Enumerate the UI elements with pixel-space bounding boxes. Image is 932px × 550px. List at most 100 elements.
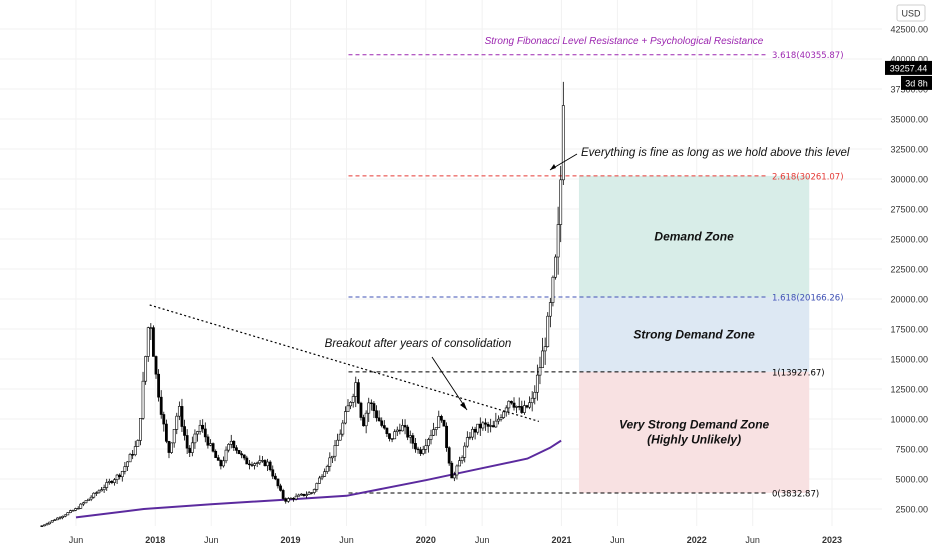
x-tick-label: Jun — [745, 535, 760, 545]
candle-body — [491, 425, 495, 428]
candle-body — [253, 463, 256, 466]
candle-body — [367, 402, 371, 414]
candle-body — [312, 489, 316, 493]
candle-body — [63, 514, 67, 517]
candle-body — [450, 462, 454, 479]
candle-body — [81, 502, 85, 505]
candle-body — [139, 418, 142, 441]
annotations: Strong Fibonacci Level Resistance + Psyc… — [325, 36, 850, 411]
y-tick-label: 40000.00 — [890, 55, 928, 65]
candle-body — [486, 423, 490, 427]
candle-body — [79, 503, 83, 509]
candle-body — [43, 524, 46, 527]
candle-body — [294, 495, 298, 500]
candle-body — [460, 457, 464, 461]
zone-rect — [578, 297, 810, 372]
candle-body — [414, 443, 417, 450]
candle-body — [87, 498, 90, 501]
x-tick-label: Jun — [610, 535, 625, 545]
candle-body — [240, 453, 244, 456]
breakout-arrow-head — [460, 402, 467, 410]
candle-body — [559, 179, 563, 225]
x-tick-label: 2018 — [145, 535, 165, 545]
candle-body — [113, 479, 116, 483]
candle-body — [398, 429, 402, 432]
candle-body — [362, 417, 365, 427]
candle-body — [152, 327, 155, 357]
candle-body — [263, 460, 267, 467]
candle-body — [408, 435, 412, 438]
candle-body — [543, 346, 547, 352]
currency-box[interactable] — [896, 4, 926, 22]
candle-body — [157, 373, 161, 398]
candle-body — [216, 457, 220, 461]
ma-line — [75, 439, 562, 519]
candle-body — [180, 406, 184, 427]
candle-body — [401, 425, 404, 432]
y-tick-label: 15000.00 — [890, 355, 928, 365]
y-tick-label: 25000.00 — [890, 235, 928, 245]
candle-body — [40, 525, 44, 527]
last-price-label: 39257.44 — [890, 63, 928, 73]
candle-body — [512, 402, 516, 408]
candle-body — [372, 403, 376, 412]
candle-body — [245, 457, 249, 465]
y-tick-label: 5000.00 — [895, 475, 928, 485]
candle-body — [419, 449, 423, 454]
candle-body — [375, 410, 378, 419]
currency-label[interactable]: USD — [901, 9, 921, 19]
y-tick-label: 2500.00 — [895, 505, 928, 515]
candle-body — [268, 461, 272, 471]
candle-body — [185, 435, 189, 449]
candle-body — [533, 391, 537, 399]
zone-rect — [578, 371, 810, 494]
x-tick-label: Jun — [204, 535, 219, 545]
zone-label: Very Strong Demand Zone — [619, 417, 770, 431]
candle-body — [131, 454, 135, 456]
candle-body — [118, 474, 122, 478]
candle-body — [354, 382, 358, 397]
candle-body — [349, 402, 352, 407]
candle-body — [188, 447, 192, 453]
candle-body — [170, 442, 173, 453]
candle-body — [416, 448, 420, 451]
candle-body — [196, 431, 199, 435]
candle-body — [211, 443, 215, 452]
candle-body — [528, 402, 531, 408]
candle-body — [100, 489, 103, 492]
candle-body — [175, 415, 179, 430]
candle-body — [56, 517, 59, 521]
candle-body — [76, 507, 80, 510]
price-axis[interactable]: 42500.0040000.0037500.0035000.0032500.00… — [890, 4, 928, 515]
candle-body — [489, 425, 493, 427]
x-tick-label: 2022 — [687, 535, 707, 545]
candle-body — [69, 510, 72, 513]
candle-body — [271, 469, 275, 477]
candle-body — [320, 476, 324, 479]
candle-body — [406, 426, 410, 438]
candle-body — [299, 493, 303, 496]
candle-body — [133, 446, 137, 456]
candle-body — [89, 496, 93, 500]
candle-body — [452, 474, 456, 479]
candle-body — [447, 447, 451, 464]
y-tick-label: 22500.00 — [890, 265, 928, 275]
candle-body — [222, 460, 225, 467]
y-tick-label: 32500.00 — [890, 145, 928, 155]
candle-body — [434, 427, 438, 430]
y-tick-label: 27500.00 — [890, 205, 928, 215]
candle-body — [183, 426, 186, 436]
x-tick-label: 2021 — [551, 535, 571, 545]
candle-body — [468, 436, 472, 439]
candle-body — [154, 356, 158, 375]
candle-body — [102, 487, 106, 491]
y-tick-label: 42500.00 — [890, 25, 928, 35]
candle-body — [359, 402, 363, 418]
candle-body — [146, 327, 150, 357]
fib-label: 3.618(40355.87) — [772, 51, 844, 61]
candle-body — [305, 494, 308, 496]
candle-body — [273, 475, 277, 480]
time-axis[interactable]: Jun 2018 Jun 2019 Jun 2020 Jun 2021 Jun 2022 Jun 20… — [69, 535, 842, 545]
candle-body — [193, 433, 197, 444]
candle-body — [338, 433, 342, 441]
